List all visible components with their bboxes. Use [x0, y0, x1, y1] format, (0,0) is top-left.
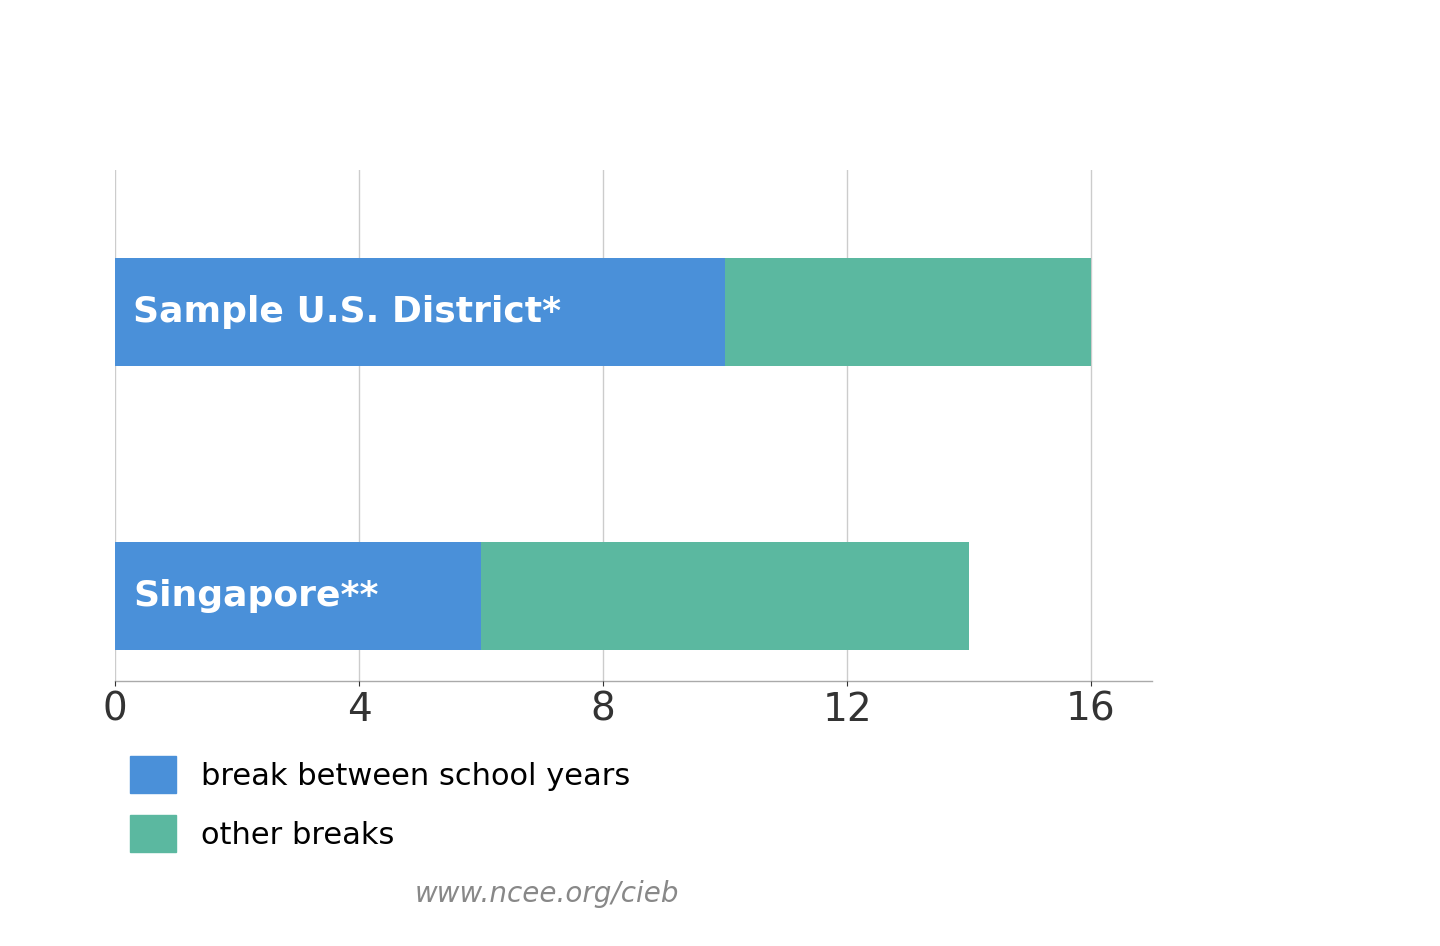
Text: Sample U.S. District*: Sample U.S. District*	[134, 295, 562, 329]
Bar	[726, 258, 1092, 366]
Legend: break between school years, other breaks: break between school years, other breaks	[131, 756, 631, 852]
Bar	[481, 542, 969, 650]
Text: Singapore**: Singapore**	[134, 579, 379, 613]
Text: www.ncee.org/cieb: www.ncee.org/cieb	[415, 880, 680, 908]
Text: Weeks of School Breaks: Weeks of School Breaks	[289, 37, 1151, 105]
Bar	[115, 258, 726, 366]
Bar	[115, 542, 481, 650]
